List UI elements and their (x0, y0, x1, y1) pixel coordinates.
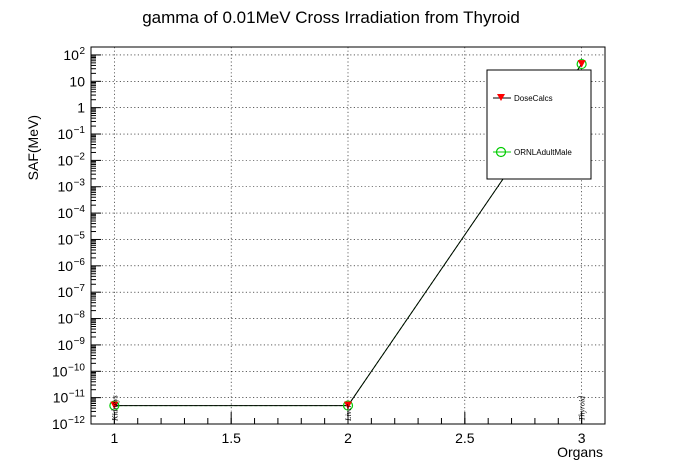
category-label: Thyroid (578, 395, 587, 421)
y-tick-exponent: −10 (68, 362, 85, 373)
chart-title: gamma of 0.01MeV Cross Irradiation from … (142, 8, 520, 27)
x-tick-label: 2 (344, 430, 352, 446)
y-tick-base: 10 (58, 311, 74, 327)
y-tick-label: −710 (58, 283, 86, 300)
y-tick-label: 10 (69, 73, 85, 89)
y-tick-label: −110 (58, 125, 86, 142)
legend-marker-ornl (495, 146, 507, 158)
y-tick-base: 10 (58, 179, 74, 195)
y-tick-label: −910 (58, 336, 86, 353)
y-tick-label: −210 (58, 151, 86, 168)
y-axis-title: SAF(MeV) (25, 115, 41, 180)
point-ORNLAdultMale (576, 58, 587, 70)
y-tick-label: −410 (58, 204, 86, 221)
y-tick-base: 10 (58, 126, 74, 142)
legend-marker-dosecalcs (497, 94, 505, 101)
y-tick-base: 10 (58, 152, 74, 168)
x-tick-label: 1.5 (221, 430, 241, 446)
y-tick-label: 210 (63, 46, 85, 63)
y-tick-exponent: −4 (74, 204, 86, 215)
y-tick-base: 10 (58, 205, 74, 221)
legend-label-ornl: ORNLAdultMale (514, 148, 572, 157)
y-axis: −1210−1110−1010−910−810−710−610−510−410−… (52, 46, 101, 432)
y-tick-exponent: −2 (74, 151, 86, 162)
grid (91, 47, 605, 425)
y-tick-base: 10 (58, 337, 74, 353)
y-tick-exponent: −12 (68, 415, 85, 426)
y-tick-exponent: −3 (74, 178, 86, 189)
y-tick-exponent: 2 (79, 46, 85, 57)
y-tick-base: 10 (58, 231, 74, 247)
y-tick-exponent: −6 (74, 257, 86, 268)
y-tick-label: −810 (58, 310, 86, 327)
y-tick-base: 10 (58, 284, 74, 300)
y-tick-label: 1 (77, 100, 85, 116)
x-axis-title: Organs (557, 444, 603, 460)
category-label: Liver (344, 403, 353, 422)
point-ORNLAdultMale (109, 400, 120, 411)
y-tick-base: 10 (63, 47, 79, 63)
y-tick-base: 10 (52, 416, 68, 432)
y-tick-exponent: −9 (74, 336, 86, 347)
y-tick-label: −310 (58, 178, 86, 195)
legend-box (486, 69, 592, 180)
x-tick-label: 3 (578, 430, 586, 446)
y-tick-exponent: −11 (69, 389, 86, 400)
legend[interactable]: DoseCalcs ORNLAdultMale (486, 69, 592, 180)
x-axis: 1 1.5 2 2.5 3 (110, 412, 586, 446)
y-tick-exponent: −8 (74, 310, 86, 321)
legend-label-dosecalcs: DoseCalcs (514, 94, 553, 103)
y-tick-base: 10 (52, 363, 68, 379)
x-tick-label: 2.5 (455, 430, 475, 446)
y-tick-exponent: −5 (74, 230, 86, 241)
x-tick-label: 1 (110, 430, 118, 446)
point-DoseCalcs (344, 401, 352, 410)
y-tick-base: 10 (58, 258, 74, 274)
point-DoseCalcs (110, 401, 119, 410)
category-label: Kidneys (110, 395, 119, 422)
y-tick-exponent: −1 (74, 125, 86, 136)
y-tick-label: −610 (58, 257, 86, 274)
category-labels: Kidneys Liver Thyroid (110, 395, 586, 422)
y-tick-base: 10 (53, 390, 69, 406)
point-DoseCalcs (577, 60, 586, 68)
y-tick-exponent: −7 (74, 283, 86, 294)
y-tick-label: −510 (58, 230, 86, 247)
point-ORNLAdultMale (342, 400, 354, 411)
